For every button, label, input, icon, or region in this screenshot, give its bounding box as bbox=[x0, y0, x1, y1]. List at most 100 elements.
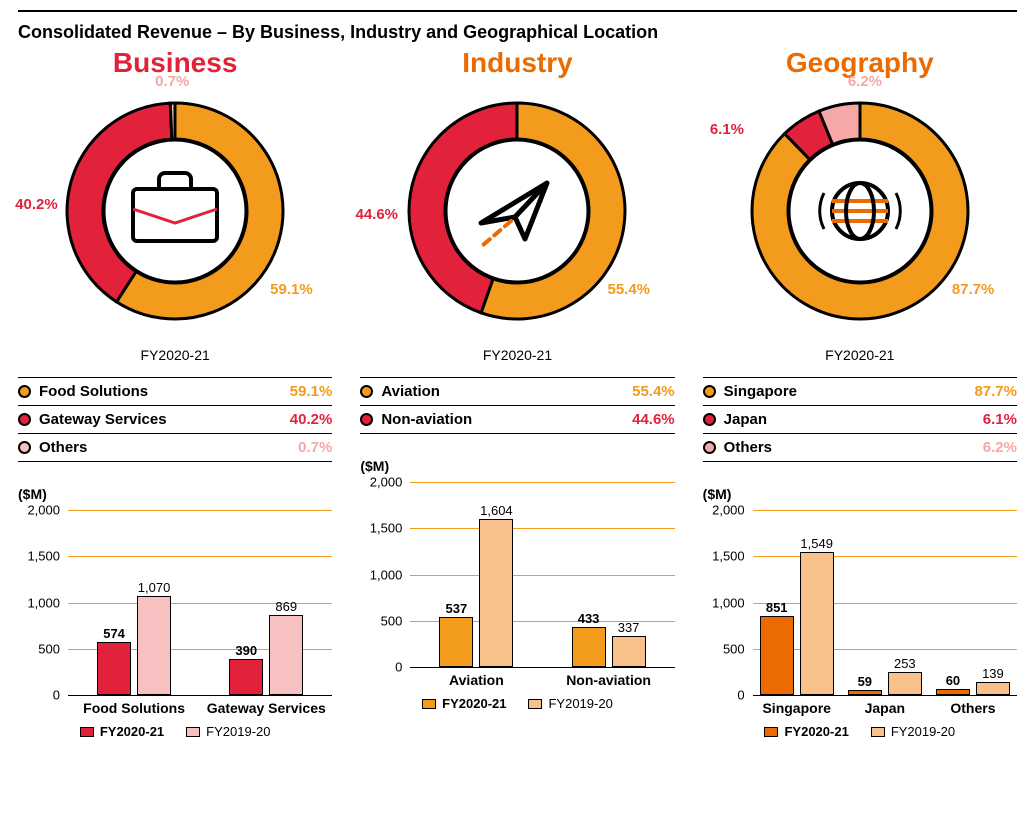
bar-legend-item: FY2020-21 bbox=[422, 696, 506, 711]
legend-row: Aviation55.4% bbox=[360, 377, 674, 405]
legend-label: FY2020-21 bbox=[442, 696, 506, 711]
legend-table-business: Food Solutions59.1%Gateway Services40.2%… bbox=[18, 377, 332, 462]
bar-chart-geography: ($M)05001,0001,5002,0008511,549592536013… bbox=[703, 486, 1017, 739]
legend-swatch bbox=[186, 727, 200, 737]
legend-swatch bbox=[528, 699, 542, 709]
y-tick: 0 bbox=[737, 688, 744, 703]
bar-primary: 433 bbox=[572, 627, 606, 667]
y-tick: 1,000 bbox=[712, 595, 745, 610]
legend-label: FY2020-21 bbox=[784, 724, 848, 739]
legend-name: Others bbox=[724, 439, 772, 456]
legend-name: Gateway Services bbox=[39, 411, 167, 428]
bar-secondary: 1,604 bbox=[479, 519, 513, 667]
legend-swatch bbox=[360, 413, 373, 426]
donut-pct-label: 55.4% bbox=[607, 281, 650, 298]
legend-swatch bbox=[80, 727, 94, 737]
top-rule bbox=[18, 10, 1017, 12]
legend-swatch bbox=[422, 699, 436, 709]
bar-group: 433337 bbox=[543, 482, 675, 667]
bar-value: 390 bbox=[235, 643, 257, 658]
legend-table-industry: Aviation55.4% Non-aviation 44.6% bbox=[360, 377, 674, 434]
legend-name: Non-aviation bbox=[381, 411, 472, 428]
bar-value: 851 bbox=[766, 600, 788, 615]
plot-area: 05001,0001,5002,0005741,070390869 bbox=[68, 510, 332, 695]
x-category: Non-aviation bbox=[543, 668, 675, 688]
donut-pct-label: 6.2% bbox=[848, 73, 882, 90]
bar-secondary: 253 bbox=[888, 672, 922, 695]
bar-legend: FY2020-21FY2019-20 bbox=[703, 724, 1017, 739]
donut-pct-label: 6.1% bbox=[710, 121, 744, 138]
legend-row: Food Solutions59.1% bbox=[18, 377, 332, 405]
bar-legend: FY2020-21 FY2019-20 bbox=[360, 696, 674, 711]
bar-value: 1,604 bbox=[480, 503, 513, 518]
y-axis-label: ($M) bbox=[18, 486, 332, 502]
y-tick: 500 bbox=[38, 641, 60, 656]
bar-value: 537 bbox=[446, 601, 468, 616]
y-axis-label: ($M) bbox=[703, 486, 1017, 502]
y-tick: 1,500 bbox=[370, 521, 403, 536]
fy-label: FY2020-21 bbox=[18, 347, 332, 363]
y-tick: 2,000 bbox=[370, 475, 403, 490]
x-category: Aviation bbox=[410, 668, 542, 688]
legend-swatch bbox=[703, 441, 716, 454]
y-tick: 1,000 bbox=[27, 595, 60, 610]
legend-name: Japan bbox=[724, 411, 767, 428]
legend-label: FY2020-21 bbox=[100, 724, 164, 739]
legend-row: Gateway Services40.2% bbox=[18, 405, 332, 433]
donut-pct-label: 40.2% bbox=[15, 196, 58, 213]
bar-secondary: 1,070 bbox=[137, 596, 171, 695]
y-tick: 0 bbox=[395, 660, 402, 675]
legend-value: 44.6% bbox=[632, 411, 675, 428]
column-geography: Geography 87.7%6.1%6.2%FY2020-21Singapor… bbox=[703, 47, 1017, 739]
y-tick: 1,500 bbox=[712, 549, 745, 564]
y-tick: 2,000 bbox=[27, 503, 60, 518]
bar-secondary: 139 bbox=[976, 682, 1010, 695]
bar-group: 8511,549 bbox=[753, 510, 841, 695]
section-title-industry: Industry bbox=[360, 47, 674, 79]
bar-chart-industry: ($M)05001,0001,5002,0005371,604433337Avi… bbox=[360, 458, 674, 711]
y-tick: 2,000 bbox=[712, 503, 745, 518]
bar-group: 537 1,604 bbox=[410, 482, 542, 667]
legend-value: 87.7% bbox=[974, 383, 1017, 400]
bars-row: 537 1,604 433337 bbox=[410, 482, 674, 667]
legend-swatch bbox=[18, 413, 31, 426]
bar-value: 433 bbox=[578, 611, 600, 626]
page-title: Consolidated Revenue – By Business, Indu… bbox=[18, 22, 1017, 43]
bar-group: 5741,070 bbox=[68, 510, 200, 695]
fy-label: FY2020-21 bbox=[360, 347, 674, 363]
bar-group: 390 869 bbox=[200, 510, 332, 695]
bar-legend: FY2020-21FY2019-20 bbox=[18, 724, 332, 739]
x-category: Others bbox=[929, 696, 1017, 716]
legend-value: 55.4% bbox=[632, 383, 675, 400]
bar-value: 59 bbox=[858, 674, 872, 689]
bar-group: 60139 bbox=[929, 510, 1017, 695]
bar-value: 869 bbox=[275, 599, 297, 614]
legend-table-geography: Singapore87.7%Japan6.1%Others6.2% bbox=[703, 377, 1017, 462]
x-category: Japan bbox=[841, 696, 929, 716]
bar-group: 59 253 bbox=[841, 510, 929, 695]
y-tick: 0 bbox=[53, 688, 60, 703]
legend-row: Non-aviation 44.6% bbox=[360, 405, 674, 434]
bar-value: 1,070 bbox=[138, 580, 171, 595]
legend-row: Others0.7% bbox=[18, 433, 332, 462]
legend-name: Food Solutions bbox=[39, 383, 148, 400]
column-business: Business 59.1%40.2%0.7%FY2020-21Food Sol… bbox=[18, 47, 332, 739]
x-category: Food Solutions bbox=[68, 696, 200, 716]
fy-label: FY2020-21 bbox=[703, 347, 1017, 363]
donut-slice bbox=[170, 103, 175, 139]
bar-legend-item: FY2019-20 bbox=[528, 696, 612, 711]
legend-swatch bbox=[871, 727, 885, 737]
legend-swatch bbox=[18, 441, 31, 454]
plot-area: 05001,0001,5002,0005371,604433337 bbox=[410, 482, 674, 667]
donut-pct-label: 44.6% bbox=[355, 206, 398, 223]
legend-swatch bbox=[703, 413, 716, 426]
donut-pct-label: 59.1% bbox=[270, 281, 313, 298]
x-axis: AviationNon-aviation bbox=[410, 667, 674, 688]
legend-swatch bbox=[703, 385, 716, 398]
plot-area: 05001,0001,5002,0008511,5495925360139 bbox=[753, 510, 1017, 695]
bar-secondary: 869 bbox=[269, 615, 303, 695]
x-axis: SingaporeJapanOthers bbox=[753, 695, 1017, 716]
bar-value: 139 bbox=[982, 666, 1004, 681]
bar-primary: 59 bbox=[848, 690, 882, 695]
legend-value: 6.2% bbox=[983, 439, 1017, 456]
